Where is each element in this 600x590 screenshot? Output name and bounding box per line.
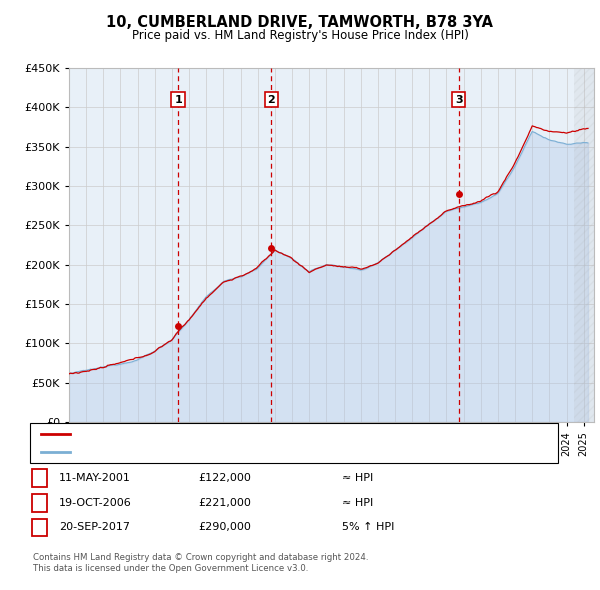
Text: 1: 1 (36, 473, 43, 483)
Text: 2: 2 (268, 95, 275, 104)
Text: £290,000: £290,000 (198, 523, 251, 532)
Text: 3: 3 (36, 523, 43, 532)
Text: 10, CUMBERLAND DRIVE, TAMWORTH, B78 3YA (detached house): 10, CUMBERLAND DRIVE, TAMWORTH, B78 3YA … (77, 429, 416, 439)
Text: 11-MAY-2001: 11-MAY-2001 (59, 473, 131, 483)
Text: 20-SEP-2017: 20-SEP-2017 (59, 523, 130, 532)
Text: Contains HM Land Registry data © Crown copyright and database right 2024.: Contains HM Land Registry data © Crown c… (33, 553, 368, 562)
Text: 19-OCT-2006: 19-OCT-2006 (59, 498, 131, 507)
Bar (574, 68, 598, 422)
Text: This data is licensed under the Open Government Licence v3.0.: This data is licensed under the Open Gov… (33, 565, 308, 573)
Text: ≈ HPI: ≈ HPI (342, 498, 373, 507)
Text: 5% ↑ HPI: 5% ↑ HPI (342, 523, 394, 532)
Text: £221,000: £221,000 (198, 498, 251, 507)
Text: 2: 2 (36, 498, 43, 507)
Text: ≈ HPI: ≈ HPI (342, 473, 373, 483)
Text: 10, CUMBERLAND DRIVE, TAMWORTH, B78 3YA: 10, CUMBERLAND DRIVE, TAMWORTH, B78 3YA (107, 15, 493, 30)
Text: Price paid vs. HM Land Registry's House Price Index (HPI): Price paid vs. HM Land Registry's House … (131, 30, 469, 42)
Text: 1: 1 (174, 95, 182, 104)
Text: £122,000: £122,000 (198, 473, 251, 483)
Text: 3: 3 (455, 95, 463, 104)
Text: HPI: Average price, detached house, Tamworth: HPI: Average price, detached house, Tamw… (77, 447, 320, 457)
